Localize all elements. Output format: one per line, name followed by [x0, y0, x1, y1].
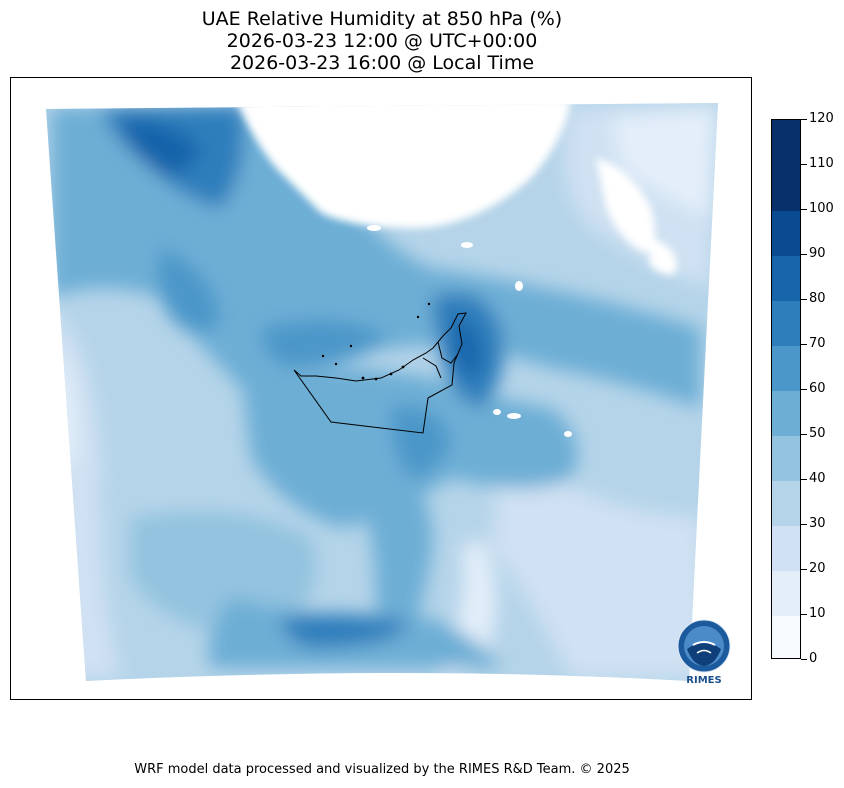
colorbar-tick — [801, 118, 807, 120]
uae-border — [293, 312, 467, 434]
colorbar-tick — [801, 433, 807, 435]
rimes-logo: RIMES — [675, 617, 733, 689]
colorbar-tick — [801, 163, 807, 165]
colorbar-band — [772, 210, 800, 256]
no-data-area — [236, 103, 677, 275]
colorbar-tick — [801, 658, 807, 660]
colorbar-tick — [801, 478, 807, 480]
colorbar-band — [772, 435, 800, 481]
logo-label: RIMES — [686, 675, 722, 686]
colorbar-tick-label: 110 — [809, 156, 834, 171]
colorbar-tick — [801, 613, 807, 615]
humidity-map — [46, 103, 718, 681]
uae-islands — [321, 302, 431, 381]
colorbar-band — [772, 120, 800, 166]
colorbar-tick-label: 50 — [809, 426, 826, 441]
colorbar-tick-label: 30 — [809, 516, 826, 531]
map-title: UAE Relative Humidity at 850 hPa (%) — [201, 8, 563, 30]
colorbar-tick-label: 90 — [809, 246, 826, 261]
colorbar-tick — [801, 568, 807, 570]
colorbar-band — [772, 525, 800, 571]
humidity-field — [46, 103, 718, 681]
colorbar-tick — [801, 208, 807, 210]
colorbar-tick — [801, 523, 807, 525]
colorbar-tick — [801, 298, 807, 300]
colorbar-band — [772, 300, 800, 346]
local-time: 2026-03-23 16:00 @ Local Time — [229, 52, 535, 74]
colorbar-band — [772, 255, 800, 301]
colorbar-band — [772, 570, 800, 616]
colorbar-band — [772, 615, 800, 658]
colorbar-band — [772, 480, 800, 526]
colorbar-band — [772, 345, 800, 391]
colorbar-tick-label: 70 — [809, 336, 826, 351]
colorbar-tick-label: 60 — [809, 381, 826, 396]
colorbar — [771, 119, 801, 659]
colorbar-tick-label: 40 — [809, 471, 826, 486]
footer-credit: WRF model data processed and visualized … — [134, 762, 630, 777]
map-panel — [10, 77, 752, 700]
colorbar-band — [772, 165, 800, 211]
colorbar-tick-label: 0 — [809, 651, 818, 666]
colorbar-tick — [801, 343, 807, 345]
colorbar-tick-label: 10 — [809, 606, 826, 621]
colorbar-tick-label: 80 — [809, 291, 826, 306]
colorbar-tick-label: 20 — [809, 561, 826, 576]
rimes-globe-icon — [677, 619, 731, 673]
colorbar-tick-label: 100 — [809, 201, 834, 216]
colorbar-tick — [801, 388, 807, 390]
colorbar-tick-label: 120 — [809, 111, 834, 126]
utc-time: 2026-03-23 12:00 @ UTC+00:00 — [226, 30, 538, 52]
colorbar-tick — [801, 253, 807, 255]
colorbar-band — [772, 390, 800, 436]
